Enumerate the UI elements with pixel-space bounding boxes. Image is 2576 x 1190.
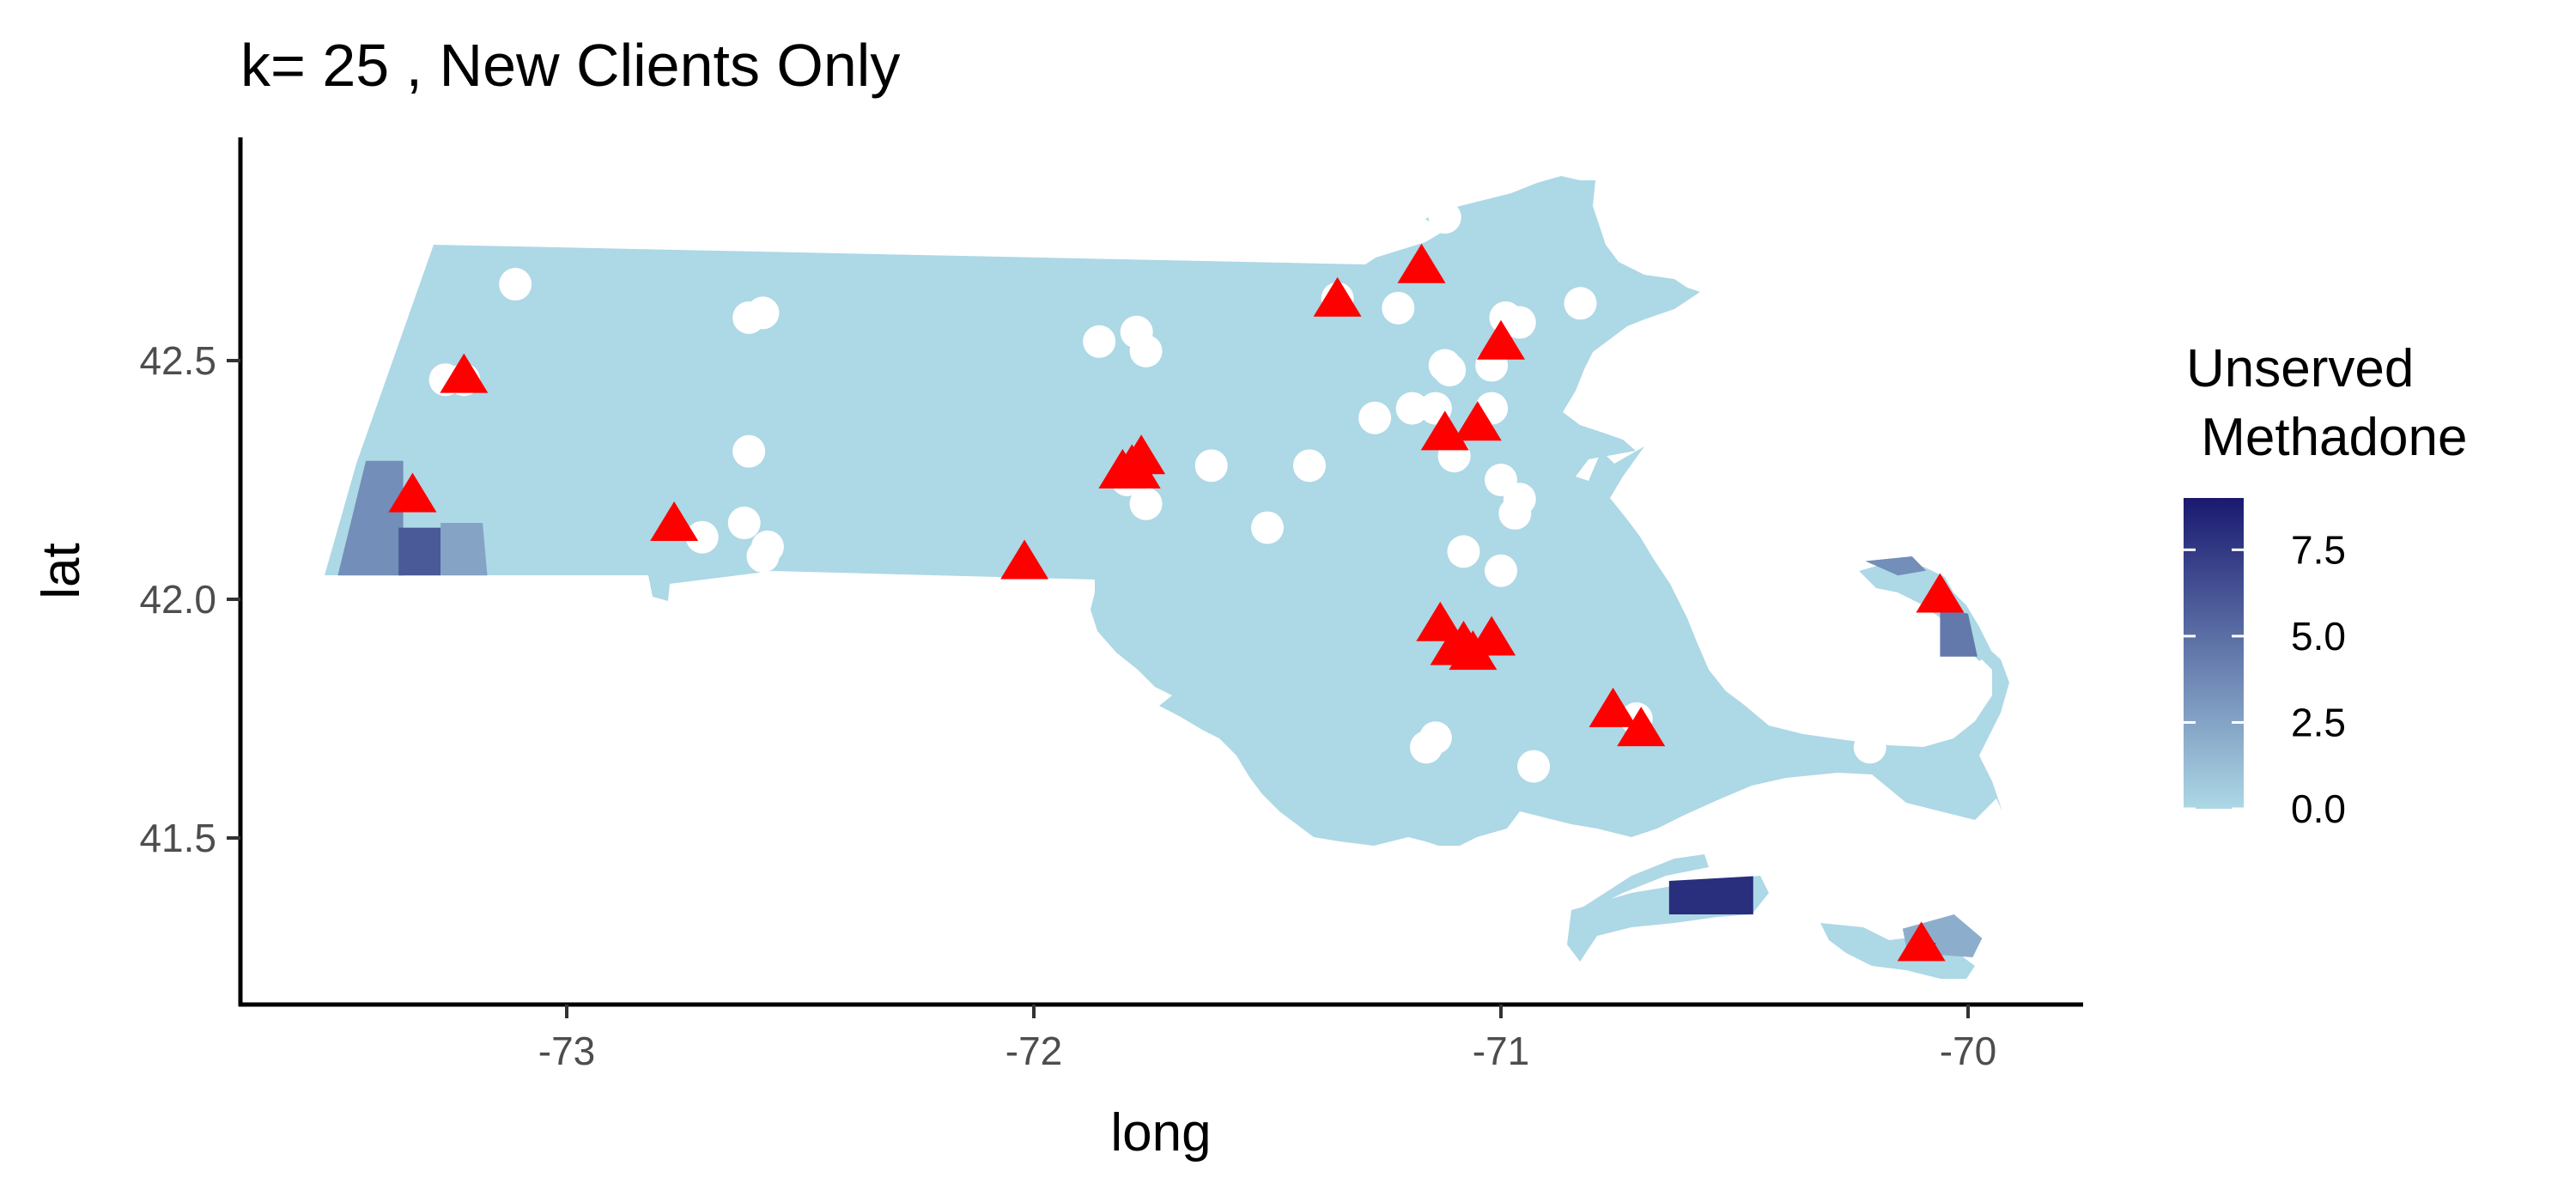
point-circle xyxy=(746,539,780,573)
point-triangle xyxy=(1589,687,1637,727)
point-triangle xyxy=(1112,448,1161,489)
massachusetts-map xyxy=(325,176,2009,979)
region-west-tip-1 xyxy=(337,460,404,576)
legend-tick-label: 5.0 xyxy=(2291,614,2346,659)
point-triangle xyxy=(388,472,437,513)
point-circle xyxy=(1292,449,1326,483)
point-triangle xyxy=(1897,921,1946,962)
point-circle xyxy=(1395,392,1429,425)
y-axis-ticks: 41.5 42.0 42.5 xyxy=(139,338,240,860)
point-triangle xyxy=(1453,401,1502,441)
y-axis-title: lat xyxy=(32,543,91,598)
legend-tick-label: 0.0 xyxy=(2291,786,2346,831)
region-cape-north xyxy=(1865,556,1926,576)
x-tick-label: -72 xyxy=(1005,1029,1062,1073)
x-axis-title: long xyxy=(1110,1103,1211,1163)
point-circle xyxy=(1485,554,1517,587)
legend-title-line2: Methadone xyxy=(2186,408,2467,467)
point-triangle xyxy=(1000,539,1049,580)
point-triangle xyxy=(1313,276,1362,317)
legend-tick-label: 7.5 xyxy=(2291,527,2346,572)
point-circle xyxy=(746,296,780,330)
point-circle xyxy=(1083,325,1116,358)
region-west-tip-3 xyxy=(440,523,488,576)
point-triangle xyxy=(1397,243,1446,283)
point-circle xyxy=(732,434,766,468)
point-circle xyxy=(1428,201,1461,234)
region-cape-tip xyxy=(1940,609,1978,657)
point-triangle xyxy=(650,501,699,542)
point-circle xyxy=(727,507,761,540)
mainland-polygon xyxy=(325,176,2009,846)
point-circle xyxy=(1251,511,1284,544)
point-circle xyxy=(1129,334,1163,367)
region-marthas-vineyard-east xyxy=(1668,876,1753,914)
point-circle xyxy=(1129,487,1163,520)
y-tick-label: 42.0 xyxy=(139,577,216,622)
legend-ticks: 0.0 2.5 5.0 7.5 xyxy=(2184,527,2346,831)
legend-colorbar xyxy=(2184,498,2244,809)
x-axis-ticks: -73 -72 -71 -70 xyxy=(538,1005,1996,1073)
legend-tick-label: 2.5 xyxy=(2291,700,2346,744)
x-tick-label: -73 xyxy=(538,1029,595,1073)
point-circle xyxy=(1409,731,1443,764)
point-circle xyxy=(1447,535,1480,568)
point-circle xyxy=(1433,354,1467,387)
elizabeth-islands xyxy=(1578,854,1709,910)
point-circle xyxy=(1194,449,1228,483)
point-circle xyxy=(1498,496,1532,530)
point-triangle xyxy=(440,353,489,393)
point-triangle xyxy=(1617,707,1666,747)
point-circle xyxy=(685,520,719,554)
chart-title: k= 25 , New Clients Only xyxy=(240,32,900,99)
point-circle xyxy=(499,268,532,301)
y-tick-label: 42.5 xyxy=(139,338,216,383)
point-circle xyxy=(1517,750,1551,783)
legend-title-line1: Unserved xyxy=(2186,339,2414,398)
point-circle xyxy=(1382,291,1415,325)
y-tick-label: 41.5 xyxy=(139,816,216,860)
point-triangle xyxy=(1467,616,1516,656)
x-tick-label: -70 xyxy=(1940,1029,1996,1073)
clinic-points xyxy=(388,201,1965,962)
point-circle xyxy=(1503,306,1536,339)
point-circle xyxy=(1564,287,1597,320)
legend: Unserved Methadone 0.0 2.5 5.0 7.5 xyxy=(2184,339,2467,831)
point-triangle xyxy=(1916,573,1965,613)
point-circle xyxy=(1853,731,1886,764)
nantucket xyxy=(1820,923,1975,979)
region-west-tip-2 xyxy=(398,527,441,576)
point-circle xyxy=(1358,401,1392,434)
point-triangle xyxy=(1477,319,1525,360)
x-tick-label: -71 xyxy=(1473,1029,1529,1073)
